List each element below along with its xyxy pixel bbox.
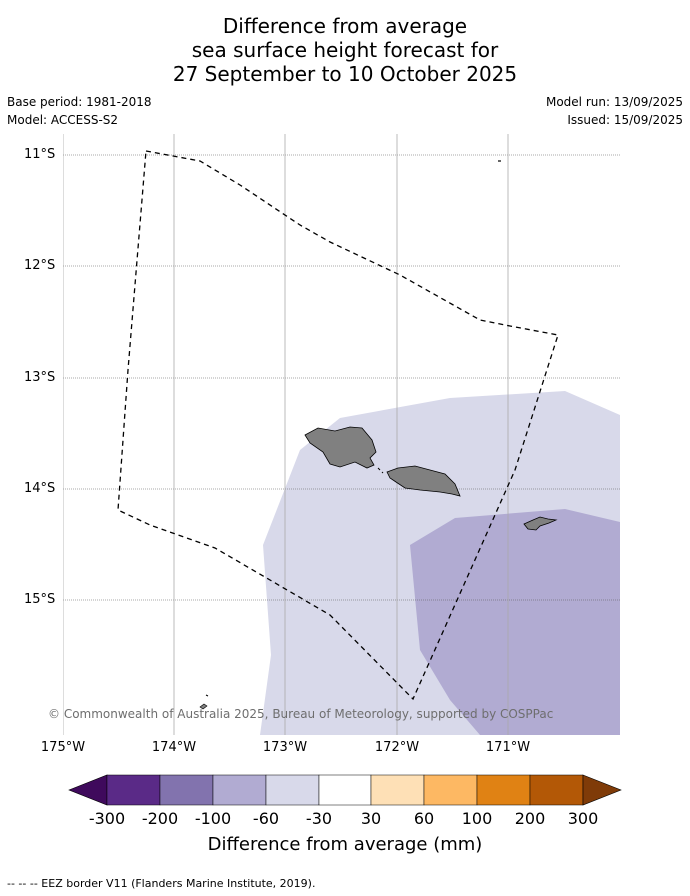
base-period: Base period: 1981-2018 xyxy=(7,95,152,109)
lat-gridlines xyxy=(63,154,620,601)
colorbar-bin-5 xyxy=(318,774,372,806)
lon-label-175w: 175°W xyxy=(40,740,86,755)
colorbar-tick: 200 xyxy=(514,809,546,828)
colorbar-bin-4 xyxy=(265,774,320,806)
savaii-island xyxy=(304,426,377,469)
title-line-3: 27 September to 10 October 2025 xyxy=(172,62,518,86)
lat-label-11s: 11°S xyxy=(24,147,56,162)
issued-date: Issued: 15/09/2025 xyxy=(567,113,683,127)
tutuila-island xyxy=(523,516,558,531)
colorbar-tick: -30 xyxy=(305,809,333,828)
model-run: Model run: 13/09/2025 xyxy=(545,95,683,109)
lat-label-14s: 14°S xyxy=(24,481,56,496)
model-name: Model: ACCESS-S2 xyxy=(7,113,119,127)
colorbar-tick: -60 xyxy=(252,809,280,828)
lat-label-15s: 15°S xyxy=(24,592,56,607)
meta-left: Base period: 1981-2018 Model: ACCESS-S2 xyxy=(7,95,152,131)
colorbar-bin-1 xyxy=(106,774,161,806)
title-line-2: sea surface height forecast for xyxy=(191,38,499,62)
lon-gridlines xyxy=(63,134,509,735)
colorbar-bin-8 xyxy=(476,774,531,806)
lat-label-13s: 13°S xyxy=(24,370,56,385)
lat-label-12s: 12°S xyxy=(24,258,56,273)
map-area xyxy=(63,134,620,735)
colorbar-max-extension xyxy=(582,774,622,806)
colorbar-tick: 300 xyxy=(567,809,599,828)
colorbar-label: Difference from average (mm) xyxy=(207,834,483,855)
lon-label-172w: 172°W xyxy=(374,740,420,755)
title-line-1: Difference from average xyxy=(222,14,468,38)
colorbar-tick: -200 xyxy=(141,809,179,828)
lon-label-173w: 173°W xyxy=(262,740,308,755)
upolu-island xyxy=(386,465,461,497)
colorbar-bin-7 xyxy=(423,774,478,806)
colorbar-min-extension xyxy=(68,774,108,806)
colorbar-bin-9 xyxy=(529,774,584,806)
colorbar-bin-6 xyxy=(370,774,425,806)
eez-legend: -- -- -- EEZ border V11 (Flanders Marine… xyxy=(7,877,316,890)
small-islet-between xyxy=(377,467,384,474)
lon-label-174w: 174°W xyxy=(151,740,197,755)
colorbar-bin-3 xyxy=(212,774,267,806)
colorbar-tick: 30 xyxy=(360,809,382,828)
colorbar-bin-2 xyxy=(159,774,214,806)
small-islet-southwest xyxy=(199,703,208,710)
colorbar-tick: -100 xyxy=(194,809,232,828)
colorbar xyxy=(68,774,622,806)
anomaly-band-medium xyxy=(410,509,620,735)
lon-label-171w: 171°W xyxy=(485,740,531,755)
meta-right: Model run: 13/09/2025 Issued: 15/09/2025 xyxy=(546,95,683,131)
map-title: Difference from average sea surface heig… xyxy=(0,14,690,86)
colorbar-tick: 60 xyxy=(413,809,435,828)
copyright-notice: © Commonwealth of Australia 2025, Bureau… xyxy=(48,707,554,721)
colorbar-tick: -300 xyxy=(88,809,126,828)
small-islet-southwest-2 xyxy=(205,694,209,697)
colorbar-tick: 100 xyxy=(461,809,493,828)
